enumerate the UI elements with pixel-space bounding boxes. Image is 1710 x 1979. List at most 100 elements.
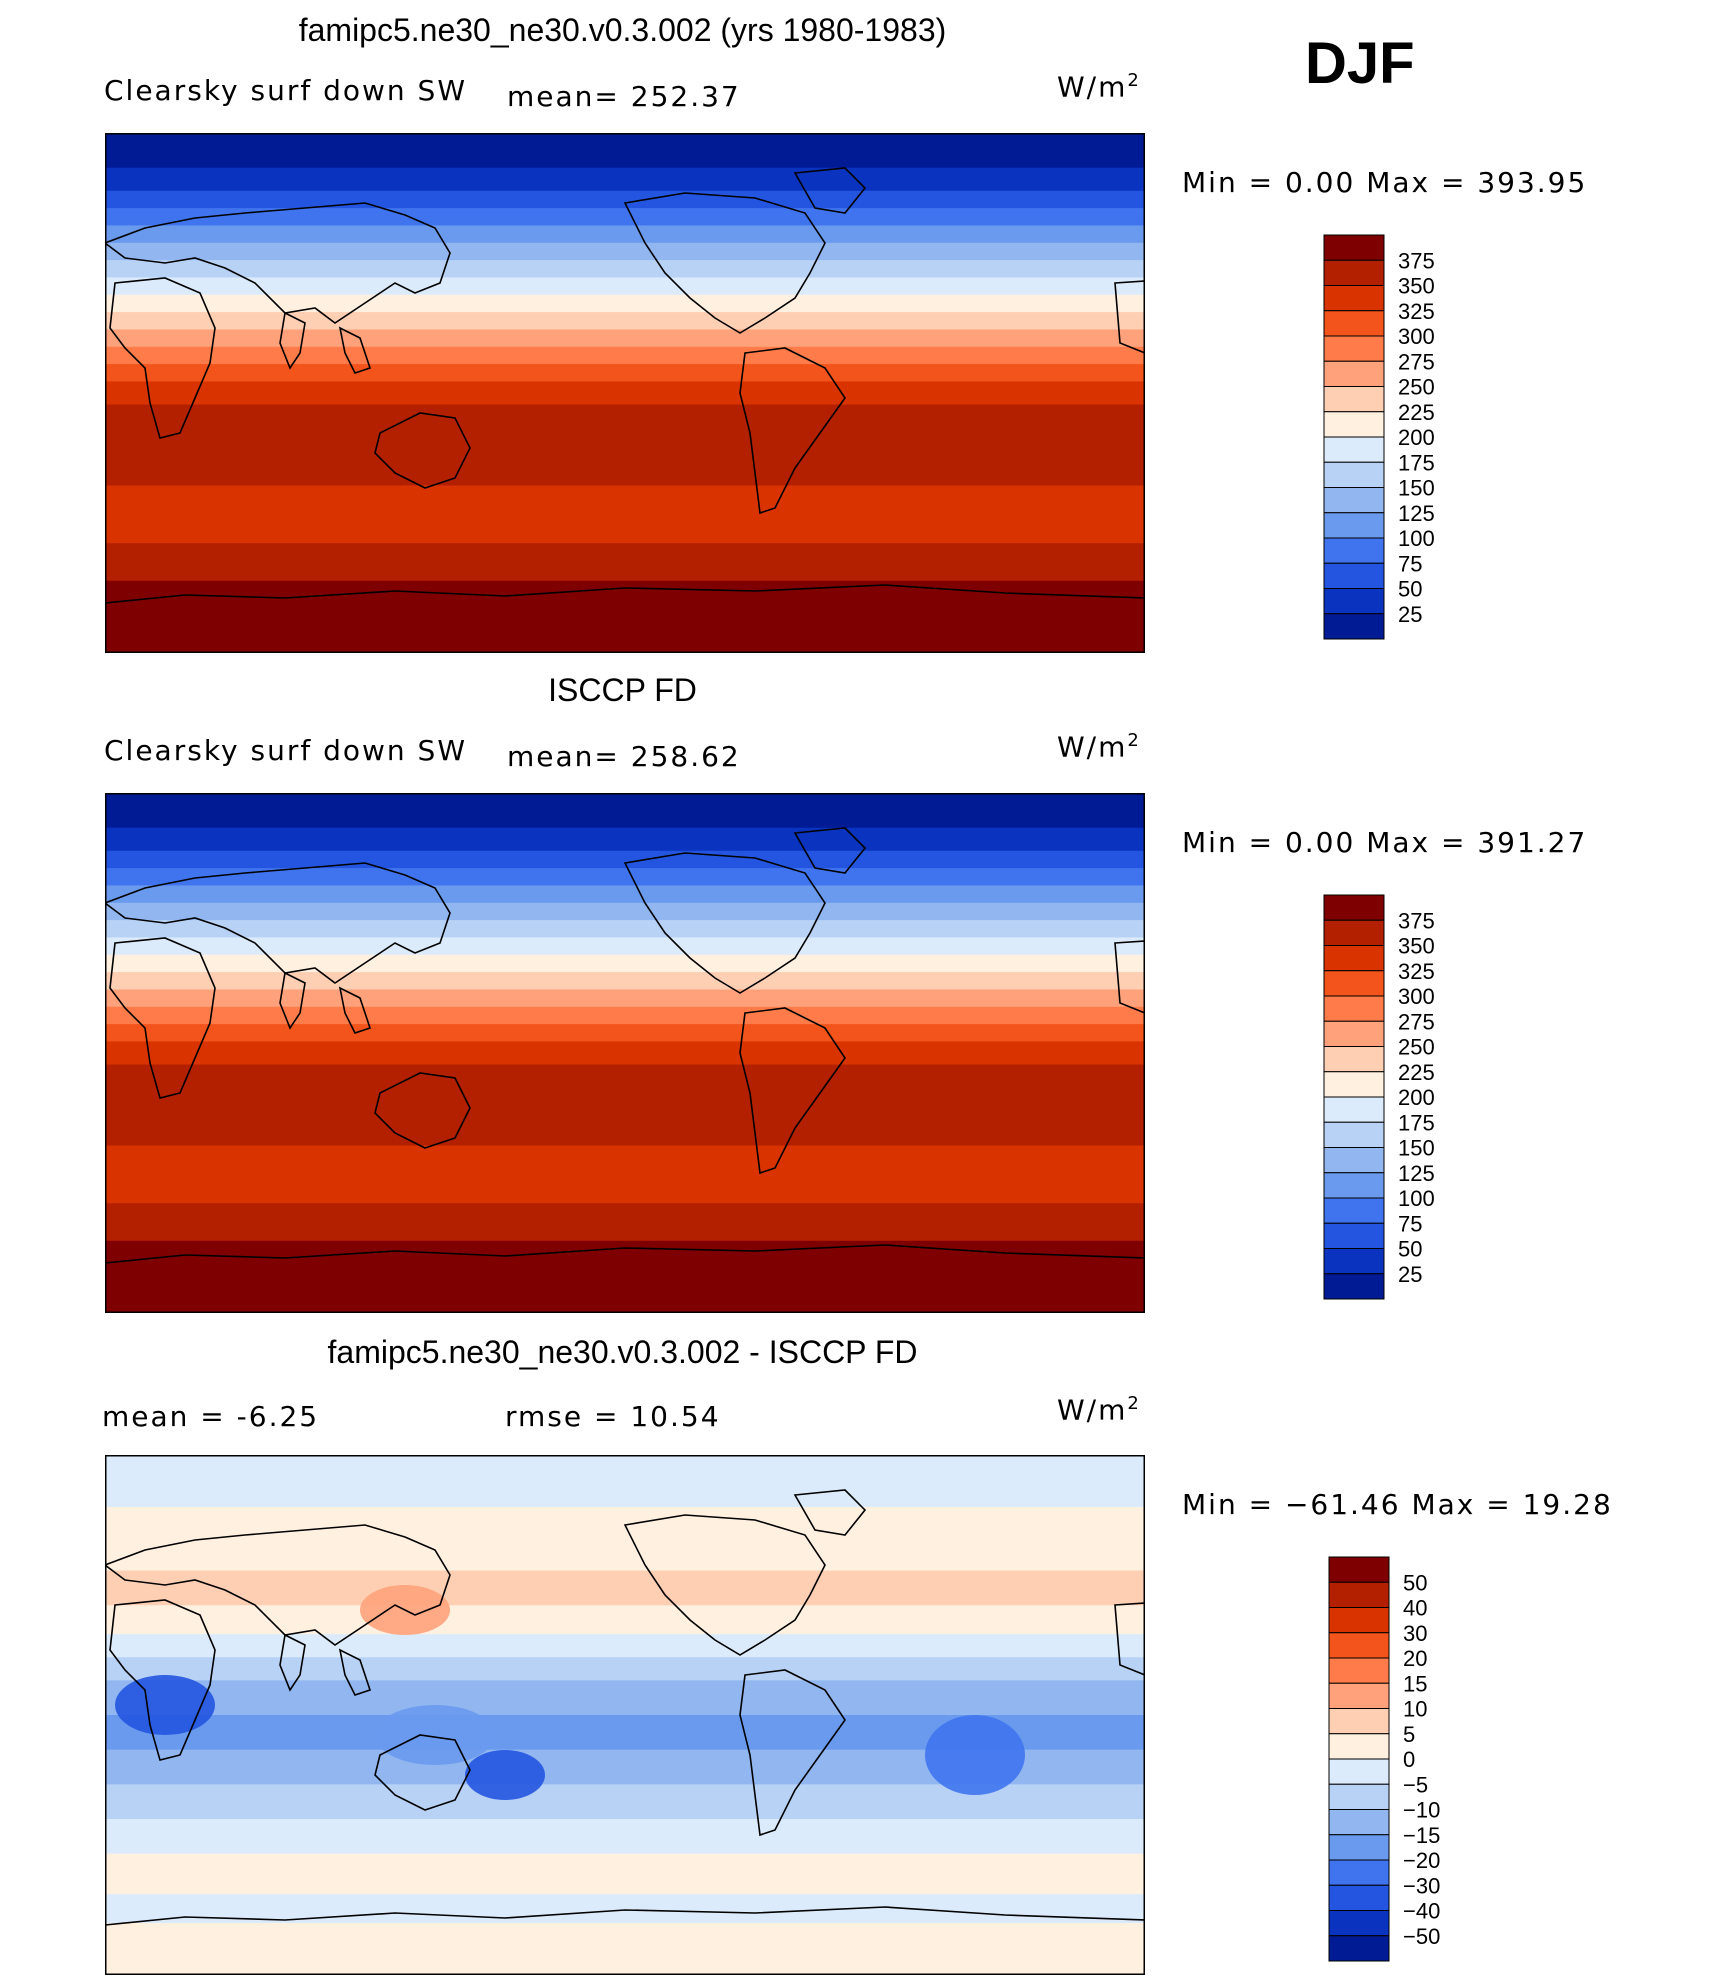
field-band [105, 989, 1145, 1008]
coastline [374, 412, 471, 489]
colorbar-swatch [1328, 1708, 1390, 1735]
colorbar-swatch [1328, 1834, 1390, 1861]
field-band [105, 1006, 1145, 1025]
colorbar-swatch [1323, 487, 1385, 514]
field-band [105, 1455, 1145, 1508]
field-band [105, 133, 1145, 169]
panel3-mean-label: mean = -6.25 [102, 1400, 320, 1433]
colorbar-tick-label: 50 [1403, 1570, 1427, 1595]
coastline [109, 937, 216, 1099]
colorbar-swatch [1323, 613, 1385, 640]
colorbar-tick-label: 225 [1398, 400, 1435, 425]
field-band [105, 1064, 1145, 1146]
coastline [338, 1648, 372, 1696]
coastline [793, 827, 867, 874]
field-band [105, 225, 1145, 244]
colorbar-swatch [1323, 894, 1385, 921]
colorbar-tick-label: 50 [1398, 577, 1422, 602]
colorbar-tick-label: 325 [1398, 959, 1435, 984]
coastline [739, 1669, 846, 1837]
field-band [105, 954, 1145, 973]
colorbar-swatch [1323, 970, 1385, 997]
season-label: DJF [1305, 31, 1415, 96]
coastline [1114, 1602, 1145, 1676]
field-band [105, 937, 1145, 956]
panel1-minmax: Min = 0.00 Max = 393.95 [1182, 166, 1588, 199]
colorbar-tick-label: −10 [1403, 1798, 1440, 1823]
coastline [739, 347, 846, 515]
colorbar-tick-label: 375 [1398, 248, 1435, 273]
colorbar-swatch [1323, 1172, 1385, 1199]
field-band [105, 208, 1145, 226]
field-band [105, 167, 1145, 192]
field-band [105, 190, 1145, 209]
field-band [105, 242, 1145, 261]
panel2-colorbar: 3753503253002752502252001751501251007550… [1323, 894, 1435, 1300]
coastline [623, 852, 826, 994]
panel2-variable-label: Clearsky surf down SW [104, 734, 468, 767]
colorbar-tick-label: 20 [1403, 1646, 1427, 1671]
coastline [105, 1244, 1145, 1264]
colorbar-swatch [1323, 285, 1385, 312]
colorbar-swatch [1323, 537, 1385, 564]
colorbar-tick-label: 125 [1398, 1161, 1435, 1186]
field-band [105, 485, 1145, 544]
panel3-title: famipc5.ne30_ne30.v0.3.002 - ISCCP FD [327, 1334, 918, 1370]
colorbar-swatch [1328, 1657, 1390, 1684]
colorbar-tick-label: 200 [1398, 425, 1435, 450]
colorbar-tick-label: 10 [1403, 1697, 1427, 1722]
colorbar-swatch [1328, 1556, 1390, 1583]
coastline [279, 1633, 306, 1692]
coastline [374, 1072, 471, 1149]
colorbar-swatch [1323, 1096, 1385, 1123]
colorbar-tick-label: 250 [1398, 1035, 1435, 1060]
colorbar-tick-label: 100 [1398, 1186, 1435, 1211]
field-band [105, 1507, 1145, 1572]
colorbar-swatch [1328, 1632, 1390, 1659]
colorbar-tick-label: 350 [1398, 274, 1435, 299]
coastline [623, 192, 826, 334]
coastline [109, 277, 216, 439]
panel3-minmax: Min = −61.46 Max = 19.28 [1182, 1488, 1613, 1521]
coastline [338, 986, 372, 1034]
colorbar-tick-label: 275 [1398, 349, 1435, 374]
colorbar-swatch [1323, 360, 1385, 387]
field-band [105, 364, 1145, 382]
coastline [109, 1599, 216, 1761]
map-frame [105, 133, 1145, 653]
anomaly-patch [925, 1715, 1025, 1795]
coastline [793, 1489, 867, 1536]
colorbar-swatch [1323, 1197, 1385, 1224]
colorbar-tick-label: 150 [1398, 476, 1435, 501]
field-band [105, 850, 1145, 869]
colorbar-tick-label: 300 [1398, 984, 1435, 1009]
colorbar-swatch [1328, 1859, 1390, 1886]
colorbar-tick-label: 75 [1398, 551, 1422, 576]
colorbar-tick-label: −40 [1403, 1899, 1440, 1924]
field-band [105, 920, 1145, 938]
colorbar-tick-label: 375 [1398, 908, 1435, 933]
field-band [105, 294, 1145, 313]
colorbar-swatch [1323, 945, 1385, 972]
colorbar-swatch [1323, 259, 1385, 286]
field-band [105, 1203, 1145, 1242]
field-band [105, 1634, 1145, 1658]
panel3-map [105, 1455, 1145, 1975]
panel1-unit: W/m2 [1057, 70, 1141, 104]
colorbar-swatch [1323, 995, 1385, 1022]
field-band [105, 868, 1145, 886]
colorbar-tick-label: 275 [1398, 1009, 1435, 1034]
colorbar-tick-label: −50 [1403, 1924, 1440, 1949]
field-band [105, 793, 1145, 829]
colorbar-swatch [1323, 310, 1385, 337]
field-band [105, 277, 1145, 296]
field-band [105, 1145, 1145, 1204]
colorbar-swatch [1323, 436, 1385, 463]
panel1-variable-label: Clearsky surf down SW [104, 74, 468, 107]
colorbar-swatch [1323, 386, 1385, 413]
field-band [105, 381, 1145, 406]
colorbar-swatch [1323, 1071, 1385, 1098]
field-band [105, 580, 1145, 653]
coastline [105, 202, 451, 324]
